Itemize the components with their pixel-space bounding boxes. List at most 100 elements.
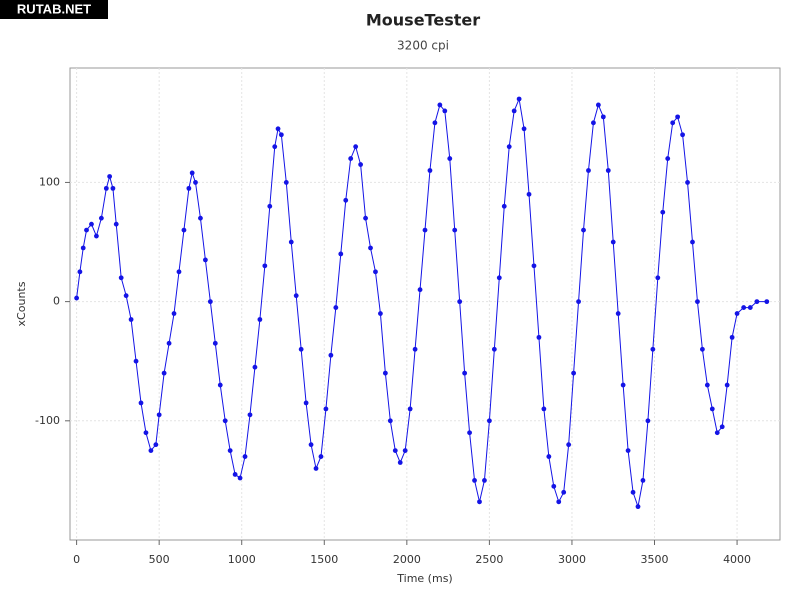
point	[675, 114, 681, 120]
point	[650, 346, 656, 352]
point	[729, 334, 735, 340]
point	[171, 311, 177, 316]
point	[222, 418, 228, 424]
point	[217, 382, 223, 388]
point	[496, 275, 502, 281]
badge: RUTAB.NET	[17, 1, 91, 16]
point	[181, 227, 187, 233]
x-tick-label: 2500	[475, 553, 503, 566]
point	[741, 305, 747, 310]
y-tick-label: 100	[39, 175, 60, 188]
point	[472, 478, 477, 483]
point	[143, 430, 149, 436]
point	[275, 126, 281, 132]
point	[531, 263, 537, 269]
point	[576, 299, 581, 305]
point	[333, 305, 339, 310]
point	[625, 448, 631, 454]
point	[556, 499, 562, 505]
point	[148, 448, 154, 454]
point	[665, 156, 671, 161]
point	[397, 460, 403, 465]
point	[620, 382, 626, 388]
point	[605, 168, 611, 173]
point	[482, 478, 487, 483]
point	[491, 346, 497, 352]
badge-bg	[0, 0, 108, 19]
point	[103, 185, 109, 191]
point	[511, 108, 517, 114]
point	[695, 299, 700, 305]
point	[252, 364, 258, 370]
point	[257, 317, 263, 322]
point	[363, 215, 368, 221]
point	[212, 340, 218, 346]
x-tick-label: 1000	[228, 553, 256, 566]
point	[501, 203, 507, 209]
point	[272, 144, 278, 150]
point	[427, 168, 433, 173]
chart-subtitle: 3200 cpi	[397, 39, 449, 53]
point	[138, 400, 144, 406]
point	[655, 275, 661, 281]
point	[536, 334, 542, 340]
point	[113, 221, 119, 227]
x-tick-label: 3000	[558, 553, 586, 566]
point	[680, 132, 685, 138]
point	[541, 406, 547, 412]
point	[546, 454, 552, 459]
point	[387, 418, 393, 424]
point	[278, 132, 284, 138]
x-axis-label: Time (ms)	[396, 572, 452, 585]
point	[422, 227, 428, 233]
point	[685, 180, 690, 185]
point	[193, 180, 198, 185]
point	[94, 233, 99, 239]
point	[571, 370, 577, 376]
point	[84, 227, 89, 233]
point	[373, 269, 378, 275]
point	[417, 287, 423, 293]
point	[586, 168, 591, 173]
point	[293, 293, 299, 299]
point	[262, 263, 268, 269]
chart-title: MouseTester	[366, 11, 480, 30]
x-tick-label: 3500	[641, 553, 669, 566]
point	[457, 299, 463, 305]
x-tick-label: 0	[73, 553, 80, 566]
point	[186, 185, 192, 191]
point	[635, 504, 641, 510]
point	[123, 293, 129, 299]
x-tick-label: 4000	[723, 553, 751, 566]
point	[764, 299, 770, 305]
y-tick-label: 0	[53, 295, 60, 308]
point	[719, 424, 725, 430]
point	[328, 352, 334, 358]
point	[308, 442, 314, 448]
point	[378, 311, 383, 316]
point	[747, 305, 753, 310]
point	[467, 430, 472, 436]
point	[348, 156, 354, 161]
point	[699, 346, 705, 352]
series-line	[76, 97, 767, 509]
point	[358, 162, 364, 167]
point	[551, 483, 557, 489]
point	[591, 120, 596, 126]
point	[288, 239, 294, 245]
point	[704, 382, 710, 388]
point	[442, 108, 448, 114]
point	[447, 156, 453, 161]
point	[615, 311, 621, 316]
point	[412, 346, 418, 352]
point	[242, 454, 248, 459]
point	[610, 239, 616, 245]
y-axis-label: xCounts	[15, 281, 28, 326]
point	[247, 412, 253, 418]
point	[506, 144, 512, 150]
point	[526, 191, 532, 197]
point	[128, 317, 134, 322]
point	[660, 209, 666, 215]
point	[133, 358, 139, 364]
